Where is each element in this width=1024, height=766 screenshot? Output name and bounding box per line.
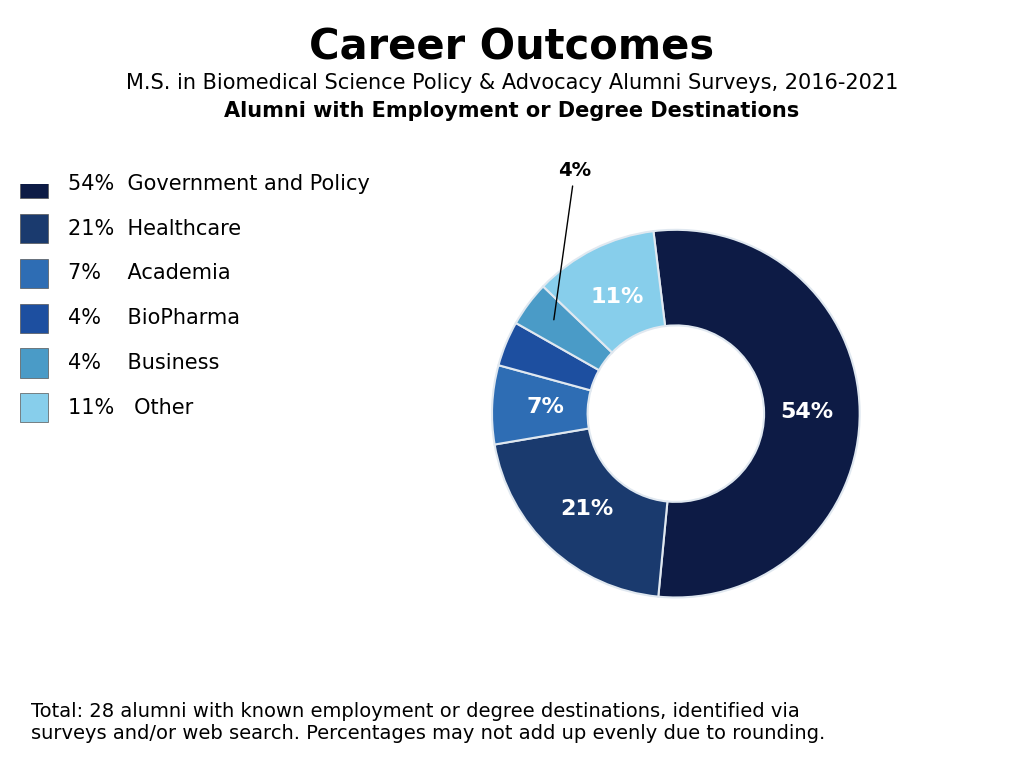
Wedge shape: [653, 230, 860, 597]
Wedge shape: [495, 428, 668, 597]
Text: 21%: 21%: [560, 499, 613, 519]
Text: 7%    Academia: 7% Academia: [68, 264, 230, 283]
FancyBboxPatch shape: [20, 349, 47, 378]
Text: 7%: 7%: [526, 398, 564, 417]
Text: Alumni with Employment or Degree Destinations: Alumni with Employment or Degree Destina…: [224, 101, 800, 121]
Text: Career Outcomes: Career Outcomes: [309, 27, 715, 69]
Text: 4%    BioPharma: 4% BioPharma: [68, 308, 240, 328]
Text: M.S. in Biomedical Science Policy & Advocacy Alumni Surveys, 2016-2021: M.S. in Biomedical Science Policy & Advo…: [126, 73, 898, 93]
Wedge shape: [499, 323, 599, 391]
Text: 11%   Other: 11% Other: [68, 398, 194, 417]
Text: 11%: 11%: [591, 287, 644, 307]
FancyBboxPatch shape: [20, 393, 47, 422]
Wedge shape: [492, 365, 591, 444]
Text: 54%: 54%: [780, 402, 833, 422]
FancyBboxPatch shape: [20, 214, 47, 243]
FancyBboxPatch shape: [20, 169, 47, 198]
FancyBboxPatch shape: [20, 303, 47, 332]
Text: 21%  Healthcare: 21% Healthcare: [68, 218, 241, 239]
Wedge shape: [543, 231, 665, 352]
Wedge shape: [516, 286, 612, 370]
Text: 4%: 4%: [554, 162, 591, 319]
Text: Total: 28 alumni with known employment or degree destinations, identified via
su: Total: 28 alumni with known employment o…: [31, 702, 825, 743]
Text: 4%    Business: 4% Business: [68, 353, 219, 373]
FancyBboxPatch shape: [20, 259, 47, 288]
Text: 54%  Government and Policy: 54% Government and Policy: [68, 174, 370, 194]
